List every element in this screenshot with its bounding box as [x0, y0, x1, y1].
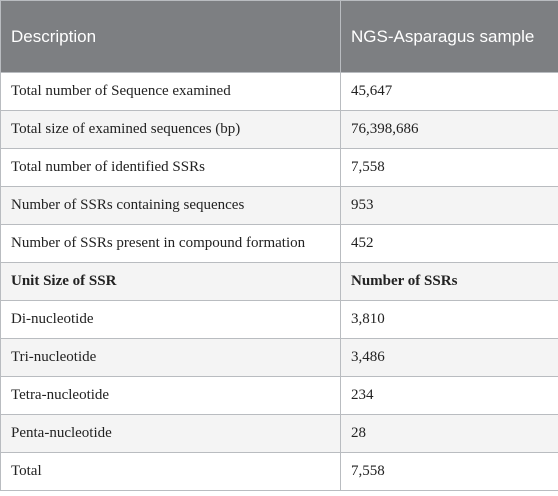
total-row: Total 7,558	[0, 452, 558, 491]
row-value: 7,558	[340, 452, 558, 491]
row-label: Tri-nucleotide	[0, 338, 341, 377]
table-row: Number of SSRs containing sequences 953	[0, 186, 558, 225]
row-value: 7,558	[340, 148, 558, 187]
row-label: Total number of Sequence examined	[0, 72, 341, 111]
table-row: Number of SSRs present in compound forma…	[0, 224, 558, 263]
header-description: Description	[0, 0, 341, 73]
row-value: 45,647	[340, 72, 558, 111]
table-row: Total size of examined sequences (bp) 76…	[0, 110, 558, 149]
row-label: Tetra-nucleotide	[0, 376, 341, 415]
row-label: Total size of examined sequences (bp)	[0, 110, 341, 149]
subheader-number-of-ssrs: Number of SSRs	[340, 262, 558, 301]
row-label: Di-nucleotide	[0, 300, 341, 339]
subheader-unit-size: Unit Size of SSR	[0, 262, 341, 301]
row-value: 76,398,686	[340, 110, 558, 149]
table-row: Tetra-nucleotide 234	[0, 376, 558, 415]
table-row: Total number of Sequence examined 45,647	[0, 72, 558, 111]
row-label: Total	[0, 452, 341, 491]
table-row: Penta-nucleotide 28	[0, 414, 558, 453]
row-value: 28	[340, 414, 558, 453]
table-row: Tri-nucleotide 3,486	[0, 338, 558, 377]
row-value: 234	[340, 376, 558, 415]
row-value: 953	[340, 186, 558, 225]
row-value: 452	[340, 224, 558, 263]
row-label: Penta-nucleotide	[0, 414, 341, 453]
row-label: Total number of identified SSRs	[0, 148, 341, 187]
row-label: Number of SSRs containing sequences	[0, 186, 341, 225]
table-row: Total number of identified SSRs 7,558	[0, 148, 558, 187]
subheader-row: Unit Size of SSR Number of SSRs	[0, 262, 558, 301]
row-label: Number of SSRs present in compound forma…	[0, 224, 341, 263]
row-value: 3,486	[340, 338, 558, 377]
header-sample: NGS-Asparagus sample	[340, 0, 558, 73]
row-value: 3,810	[340, 300, 558, 339]
table-header-row: Description NGS-Asparagus sample	[0, 0, 558, 73]
table-row: Di-nucleotide 3,810	[0, 300, 558, 339]
